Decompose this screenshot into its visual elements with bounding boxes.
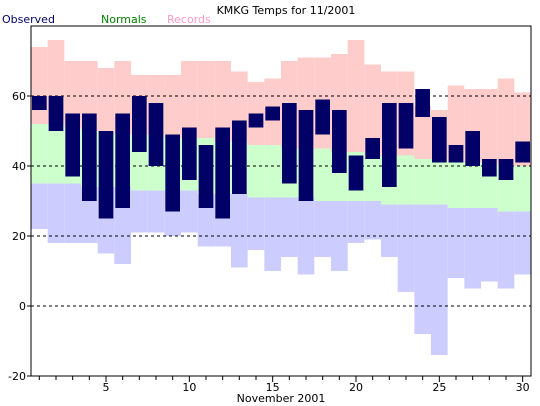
record-high-bar-day-12: [214, 61, 231, 142]
record-high-bar-day-24: [414, 106, 431, 159]
record-low-bar-day-7: [131, 190, 148, 233]
observed-bar-day-10: [182, 127, 197, 180]
observed-bar-day-19: [332, 110, 347, 173]
record-low-bar-day-17: [297, 197, 315, 275]
observed-bar-day-4: [82, 113, 97, 201]
record-low-bar-day-24: [414, 204, 431, 334]
record-high-bar-day-26: [447, 85, 465, 163]
record-low-bar-day-26: [447, 208, 465, 278]
record-low-bar-day-13: [231, 194, 248, 268]
record-low-bar-day-29: [497, 211, 515, 289]
observed-bar-day-29: [498, 159, 514, 180]
observed-bar-day-13: [232, 120, 247, 194]
observed-bar-day-28: [482, 159, 497, 177]
x-tick-label-15: 15: [266, 381, 280, 394]
x-tick-label-5: 5: [103, 381, 110, 394]
record-low-bar-day-23: [397, 204, 415, 292]
record-high-bar-day-21: [364, 64, 381, 156]
observed-bar-day-27: [465, 131, 480, 166]
observed-bar-day-23: [398, 103, 414, 149]
x-axis-title: November 2001: [237, 392, 326, 405]
observed-bar-day-15: [265, 106, 280, 121]
observed-bar-day-5: [98, 131, 114, 219]
legend-records: Records: [167, 13, 211, 26]
record-high-bar-day-3: [64, 61, 81, 128]
record-high-bar-day-9: [164, 75, 181, 138]
observed-bar-day-17: [298, 110, 314, 201]
plot-frame: [30, 25, 532, 377]
normal-range-bar-day-25: [431, 159, 448, 205]
observed-bar-day-7: [132, 96, 147, 152]
y-tick-label-0: 0: [19, 300, 26, 313]
observed-bar-day-26: [448, 145, 464, 163]
record-high-bar-day-5: [97, 68, 115, 131]
record-low-bar-day-21: [364, 201, 381, 240]
x-tick-label-10: 10: [182, 381, 196, 394]
normal-range-bar-day-26: [447, 162, 465, 208]
normal-range-bar-day-2: [47, 124, 65, 184]
record-high-bar-day-28: [481, 89, 498, 163]
normal-range-bar-day-30: [514, 166, 531, 212]
normal-range-bar-day-14: [247, 145, 265, 198]
observed-bar-day-6: [115, 113, 130, 208]
normal-range-bar-day-15: [264, 145, 281, 198]
observed-bar-day-3: [65, 113, 80, 177]
record-low-bar-day-2: [47, 183, 65, 243]
observed-bar-day-22: [382, 103, 397, 187]
observed-bar-day-12: [215, 127, 230, 219]
record-low-bar-day-18: [314, 201, 331, 257]
normal-range-bar-day-27: [464, 162, 481, 208]
legend-normals: Normals: [101, 13, 147, 26]
record-low-bar-day-25: [431, 204, 448, 355]
observed-bar-day-20: [348, 155, 364, 191]
x-tick-label-25: 25: [432, 381, 446, 394]
normal-range-bar-day-18: [314, 148, 331, 201]
observed-bar-day-2: [48, 96, 64, 131]
plot-area: [30, 25, 532, 377]
normal-range-bar-day-23: [397, 155, 415, 205]
observed-bar-day-9: [165, 134, 180, 212]
record-high-bar-day-1: [31, 47, 48, 124]
record-low-bar-day-3: [64, 183, 81, 243]
record-high-bar-day-29: [497, 78, 515, 166]
y-tick-label-20: 20: [12, 230, 26, 243]
normal-range-bar-day-21: [364, 155, 381, 201]
record-low-bar-day-14: [247, 197, 265, 250]
observed-bar-day-25: [432, 117, 447, 163]
normal-range-bar-day-24: [414, 159, 431, 205]
record-low-bar-day-22: [381, 204, 398, 257]
normal-range-bar-day-1: [31, 124, 48, 184]
y-tick-label-40: 40: [12, 160, 26, 173]
record-low-bar-day-28: [481, 208, 498, 282]
observed-bar-day-14: [248, 113, 264, 128]
record-low-bar-day-16: [281, 197, 298, 257]
observed-bar-day-24: [415, 89, 430, 117]
observed-bar-day-8: [148, 103, 164, 166]
y-tick-label--20: -20: [8, 370, 26, 383]
x-axis: 5 10 15 20 25 30: [38, 376, 530, 394]
record-low-bar-day-27: [464, 208, 481, 289]
observed-bar-day-18: [315, 99, 330, 135]
observed-bar-day-1: [32, 96, 47, 110]
observed-bar-day-16: [282, 103, 297, 184]
x-tick-label-20: 20: [349, 381, 363, 394]
record-high-bar-day-10: [181, 61, 198, 138]
record-low-bar-day-10: [181, 190, 198, 233]
record-low-bar-day-1: [31, 183, 48, 229]
record-low-bar-day-8: [147, 190, 165, 233]
legend-observed: Observed: [2, 13, 55, 26]
y-axis: -20 0 20 40 60: [8, 90, 31, 383]
record-low-bar-day-30: [514, 211, 531, 275]
record-low-bar-day-15: [264, 197, 281, 271]
chart-title: KMKG Temps for 11/2001: [217, 4, 356, 17]
y-tick-label-60: 60: [12, 90, 26, 103]
observed-bar-day-11: [198, 145, 214, 208]
record-low-bar-day-20: [347, 201, 365, 243]
observed-bar-day-21: [365, 138, 380, 159]
observed-bar-day-30: [515, 141, 530, 163]
record-high-bar-day-11: [197, 61, 215, 138]
x-tick-label-30: 30: [516, 381, 530, 394]
